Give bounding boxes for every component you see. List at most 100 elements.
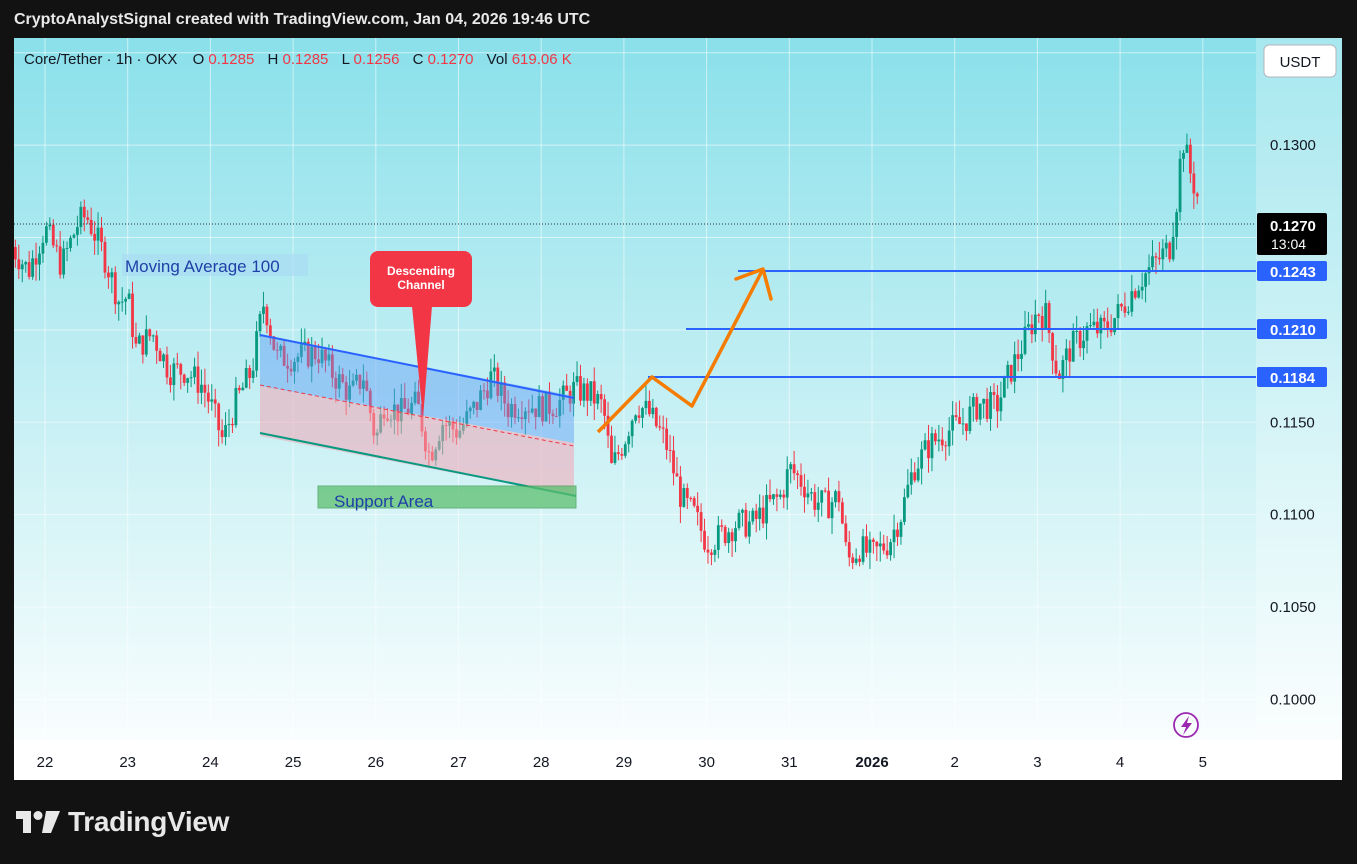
chart-pane[interactable]: Support Area Moving Average 100 Descendi… (14, 38, 1342, 780)
legend-open-value: 0.1285 (208, 51, 254, 68)
level-label-text-0.1184: 0.1184 (1270, 370, 1316, 387)
time-tick: 25 (285, 754, 302, 771)
candle-body (703, 530, 706, 550)
candle-body (723, 526, 727, 544)
candle-body (410, 403, 414, 415)
candle-body (548, 391, 551, 414)
candle-body (606, 415, 610, 436)
candle-body (837, 491, 841, 503)
channel-mid-line (259, 384, 575, 447)
price-tick: 0.1000 (1270, 691, 1316, 708)
candle-body (193, 366, 196, 378)
candle-body (572, 381, 575, 404)
candle-body (293, 361, 296, 372)
candle-body (182, 374, 186, 383)
candle-body (554, 416, 558, 418)
candle-body (327, 354, 331, 361)
candle-body (1099, 317, 1103, 334)
candle-body (765, 494, 768, 524)
candle-body (1085, 326, 1089, 341)
candle-body (41, 242, 45, 254)
candle-body (365, 380, 369, 391)
candle-body (282, 345, 286, 366)
candle-body (734, 528, 737, 542)
candle-body (479, 390, 482, 410)
candle-body (799, 475, 803, 487)
candle-body (162, 354, 165, 362)
currency-button[interactable]: USDT (1263, 44, 1337, 78)
candle-body (361, 380, 365, 389)
price-tick: 0.1050 (1270, 599, 1316, 616)
candle-body (1095, 321, 1099, 334)
candle-body (1195, 193, 1199, 197)
candle-body (258, 313, 262, 332)
time-tick: 22 (37, 754, 54, 771)
candle-body (592, 381, 596, 404)
candle-body (20, 264, 24, 270)
time-tick: 29 (616, 754, 633, 771)
legend-symbol[interactable]: Core/Tether · 1h · OKX (24, 51, 177, 68)
candle-body (1040, 316, 1044, 329)
candle-body (934, 433, 937, 442)
candle-body (299, 344, 303, 357)
candle-body (940, 439, 944, 446)
candle-body (75, 227, 79, 235)
candle-body (144, 329, 148, 355)
candle-body (954, 415, 958, 418)
time-tick: 5 (1199, 754, 1207, 771)
candle-body (513, 404, 517, 419)
candle-body (751, 510, 755, 522)
candle-body (482, 390, 486, 392)
candle-body (220, 430, 224, 438)
candle-body (296, 356, 300, 362)
candle-body (696, 505, 700, 513)
candle-body (472, 401, 476, 408)
candle-body (906, 484, 910, 498)
candle-body (523, 411, 527, 420)
candle-body (730, 532, 734, 542)
candle-body (248, 368, 252, 378)
candle-body (575, 376, 579, 382)
channel-upper-fill (260, 335, 574, 443)
candle-body (1109, 329, 1113, 333)
candle-body (827, 490, 830, 519)
time-axis[interactable]: 22 23 24 25 26 27 28 29 30 31 2026 2 3 4 5 (37, 754, 1207, 771)
candle-body (1154, 256, 1158, 258)
callout-line2: Channel (397, 278, 444, 292)
candle-body (113, 272, 117, 305)
candle-body (951, 415, 955, 431)
candle-body (1185, 144, 1189, 153)
candle-body (1168, 242, 1172, 260)
candle-body (834, 491, 837, 503)
candle-body (710, 552, 713, 555)
candle-body (1171, 236, 1175, 260)
candle-body (465, 411, 469, 425)
candle-body (506, 403, 510, 418)
candle-body (320, 349, 324, 364)
candle-body (803, 486, 806, 498)
candle-body (1130, 291, 1134, 312)
legend-open-label: O (193, 51, 205, 68)
candle-body (51, 224, 55, 246)
candle-body (510, 404, 513, 418)
candle-body (830, 502, 834, 519)
candle-body (1106, 321, 1110, 330)
candle-body (630, 420, 634, 437)
price-tick: 0.1150 (1270, 414, 1315, 431)
candle-body (317, 359, 320, 364)
candle-body (141, 335, 145, 355)
candle-body (1144, 273, 1147, 287)
candle-body (179, 364, 183, 375)
tradingview-logo[interactable]: TradingView (16, 806, 229, 838)
candle-body (17, 259, 21, 270)
legend: Core/Tether · 1h · OKX O 0.1285 H 0.1285… (24, 51, 572, 68)
candle-body (692, 498, 696, 506)
candle-body (851, 557, 855, 563)
support-area-label: Support Area (334, 492, 434, 511)
candle-body (847, 542, 851, 558)
candle-body (920, 449, 924, 469)
candle-body (968, 406, 972, 431)
projection-path[interactable] (596, 270, 764, 434)
lightning-icon[interactable] (1173, 712, 1199, 738)
legend-low-label: L (342, 51, 350, 68)
